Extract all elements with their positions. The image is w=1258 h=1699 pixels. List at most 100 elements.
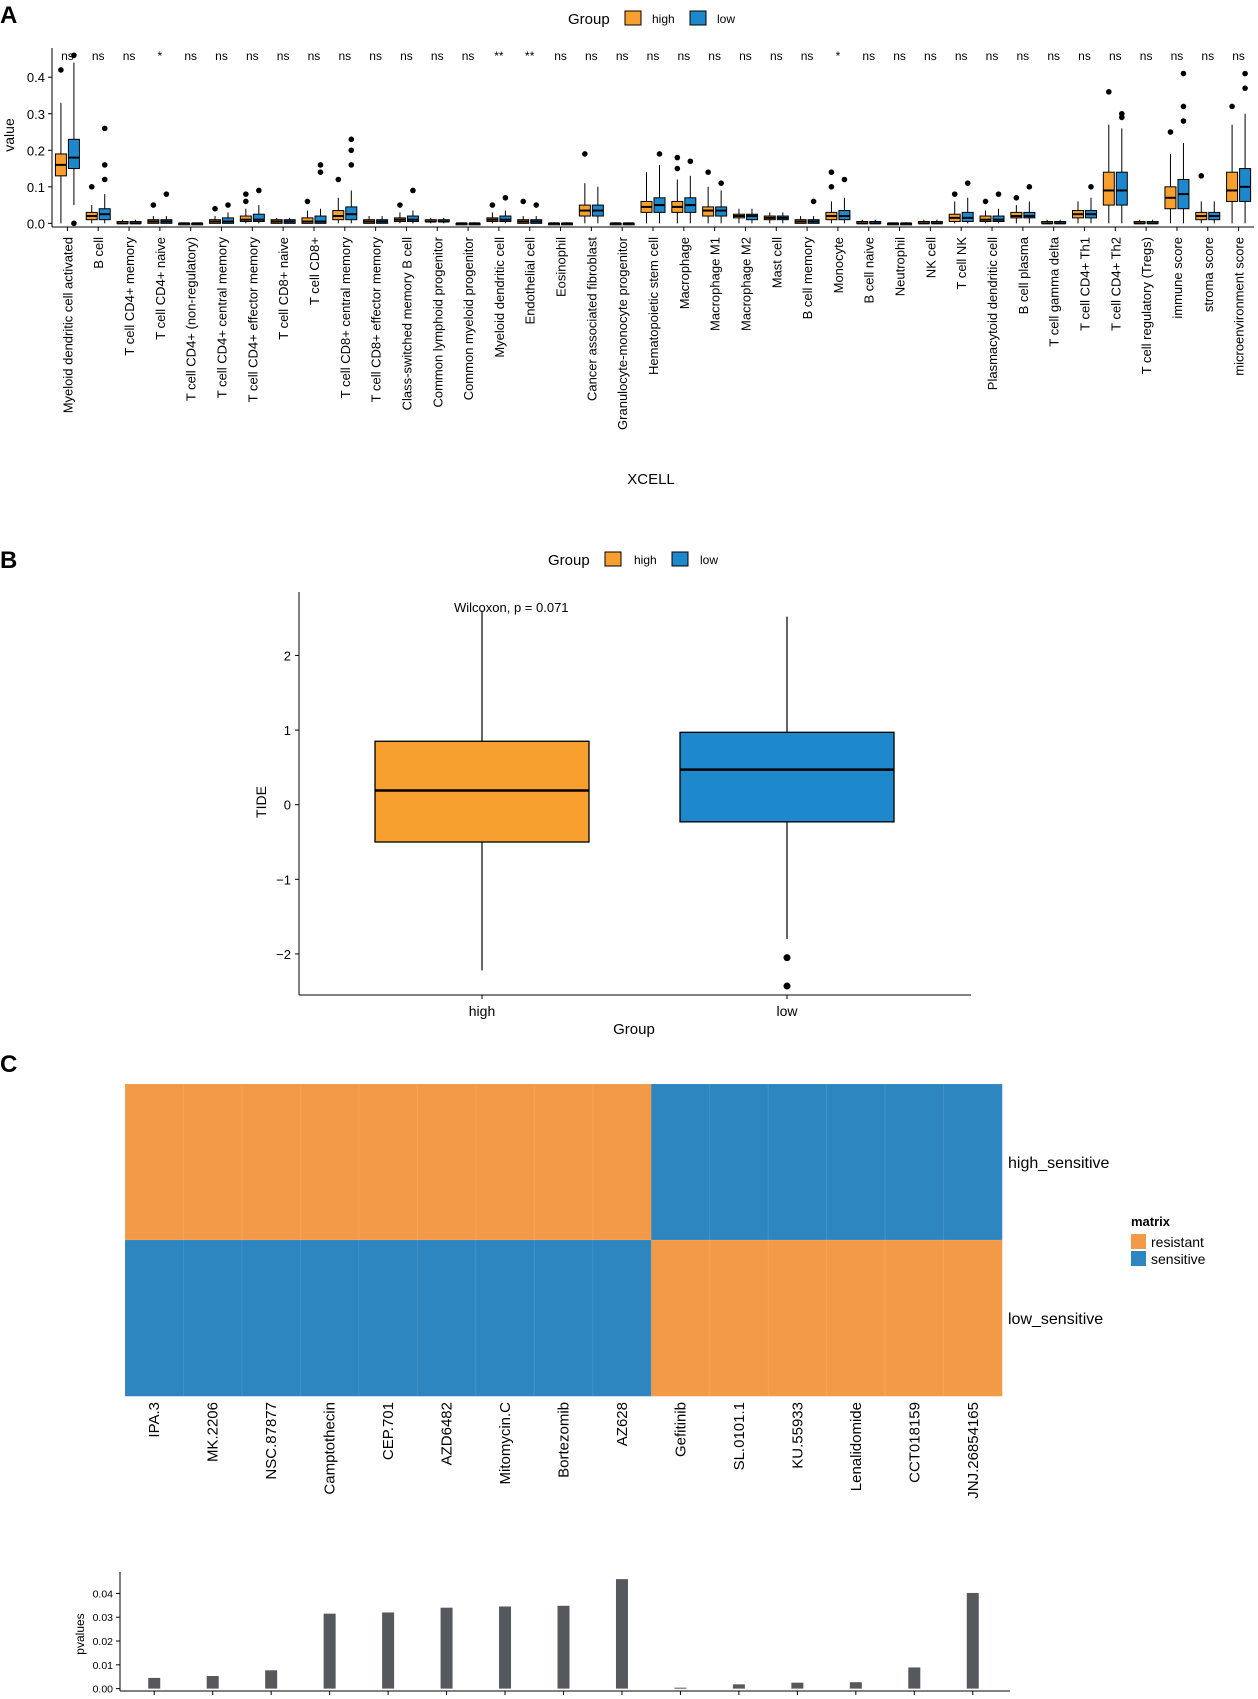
significance-label: ns: [770, 49, 783, 63]
heatmap-cell: [182, 1239, 243, 1397]
x-tick-label-a: T cell regulatory (Tregs): [1139, 237, 1154, 374]
y-tick-label-b: 1: [284, 723, 291, 738]
outlier-high: [674, 154, 681, 161]
heatmap-column-label: Bortezomib: [556, 1402, 573, 1478]
outlier-low: [1026, 184, 1033, 190]
legend-a-low-swatch: [689, 10, 707, 26]
significance-label: ns: [1078, 49, 1091, 63]
legend-a: Group high low: [568, 10, 735, 28]
outlier-high: [828, 184, 835, 190]
outlier-low: [71, 52, 77, 59]
heatmap-cell: [767, 1239, 828, 1397]
y-tick-label-a: 0.0: [27, 216, 45, 231]
pvalue-bar: [265, 1670, 278, 1689]
significance-label: ns: [862, 49, 875, 63]
significance-label: ns: [400, 49, 413, 63]
outlier-low: [718, 180, 724, 186]
outlier-low: [317, 169, 324, 176]
heatmap-cell: [182, 1083, 243, 1241]
significance-label: ns: [1201, 49, 1214, 63]
pvalue-bar: [674, 1687, 687, 1689]
outlier-high: [1013, 194, 1020, 201]
outlier-low: [101, 162, 108, 168]
outlier-low: [225, 202, 231, 208]
outlier-high: [1229, 103, 1235, 110]
panel-c-letter: C: [0, 1051, 17, 1078]
heatmap-cell: [358, 1083, 419, 1241]
outlier-high: [674, 165, 681, 172]
outlier-low: [687, 158, 694, 165]
x-tick-label-a: T cell CD4+ memory: [122, 237, 137, 356]
pvalue-bar: [440, 1607, 453, 1689]
heatmap-cell: [884, 1083, 945, 1241]
outlier-high: [582, 151, 588, 157]
y-tick-label-p: 0.04: [93, 1588, 114, 1600]
legend-b-low-swatch: [671, 551, 689, 567]
outlier-high: [951, 191, 958, 197]
significance-label: ns: [616, 49, 629, 63]
outlier-high: [58, 67, 64, 73]
outlier-low: [995, 191, 1002, 197]
y-axis-label-pvalues: pvalues: [73, 1613, 87, 1654]
outlier-low: [1242, 70, 1248, 77]
significance-label: ns: [585, 49, 598, 63]
legend-a-low-label: low: [717, 12, 735, 26]
x-tick-label-a: Cancer associated fibroblast: [584, 237, 599, 401]
heatmap-column-label: AZ628: [614, 1402, 631, 1446]
significance-label: ns: [924, 49, 937, 63]
legend-b-high-swatch: [604, 551, 622, 567]
significance-label: *: [836, 49, 841, 63]
significance-label: ns: [801, 49, 814, 63]
heatmap-column-label: Mitomycin.C: [497, 1402, 514, 1485]
y-tick-label-p: 0.00: [93, 1684, 114, 1696]
heatmap-column-label: AZD6482: [439, 1402, 456, 1465]
heatmap-cell: [826, 1083, 886, 1241]
heatmap-cell: [241, 1083, 302, 1241]
x-tick-label-b: low: [776, 1003, 798, 1019]
outlier-low: [502, 194, 509, 201]
significance-label: ns: [1017, 49, 1030, 63]
heatmap-column-label: SL.0101.1: [731, 1402, 748, 1470]
x-tick-label-a: T cell CD8+ effector memory: [369, 237, 384, 403]
significance-label: **: [525, 49, 535, 63]
outlier-low: [1180, 103, 1187, 110]
outlier-low: [256, 187, 262, 194]
outlier-low: [964, 180, 971, 186]
significance-label: ns: [1232, 49, 1245, 63]
heatmap-cell: [943, 1239, 1003, 1397]
outlier-low: [1180, 118, 1187, 124]
legend-b-title: Group: [548, 552, 590, 569]
heatmap-column-label: Gefitinib: [672, 1402, 689, 1457]
heatmap-cell: [299, 1239, 360, 1397]
outlier-low: [810, 198, 817, 205]
outlier-high: [212, 205, 218, 212]
significance-label: ns: [369, 49, 382, 63]
panel-a-boxplot: Group high low value XCELL 0.0 0.1 0.2 0.3 0…: [1, 10, 1254, 488]
wilcoxon-annotation: Wilcoxon, p = 0.071: [454, 600, 569, 615]
outlier-high: [150, 202, 157, 208]
heatmap-cell: [884, 1239, 945, 1397]
legend-b-high-label: high: [634, 553, 657, 567]
box-low: [252, 213, 265, 223]
heatmap-column-label: KU.55933: [789, 1402, 806, 1469]
x-tick-label-a: T cell gamma delta: [1047, 236, 1062, 346]
legend-b-low-label: low: [700, 553, 718, 567]
box-low: [1115, 171, 1128, 206]
x-tick-label-a: Hematopoietic stem cell: [646, 237, 661, 375]
outlier-low: [348, 162, 355, 168]
heatmap-column-label: CEP.701: [380, 1402, 397, 1460]
y-tick-label-p: 0.02: [93, 1636, 114, 1648]
outlier-low: [348, 136, 355, 143]
y-axis-label-b: TIDE: [253, 786, 269, 818]
y-tick-label-b: 0: [284, 798, 291, 813]
legend-c-sensitive-swatch: [1131, 1251, 1146, 1266]
x-tick-label-a: T cell CD4+ naive: [153, 237, 168, 340]
outlier-high: [520, 198, 527, 205]
legend-a-title: Group: [568, 11, 610, 28]
significance-label: ns: [123, 49, 136, 63]
legend-c-resistant-swatch: [1131, 1234, 1146, 1249]
x-tick-label-a: Neutrophil: [893, 237, 908, 296]
outlier-low: [410, 187, 416, 194]
heatmap-column-label: NSC.87877: [263, 1402, 280, 1480]
outlier-high: [1106, 89, 1112, 95]
